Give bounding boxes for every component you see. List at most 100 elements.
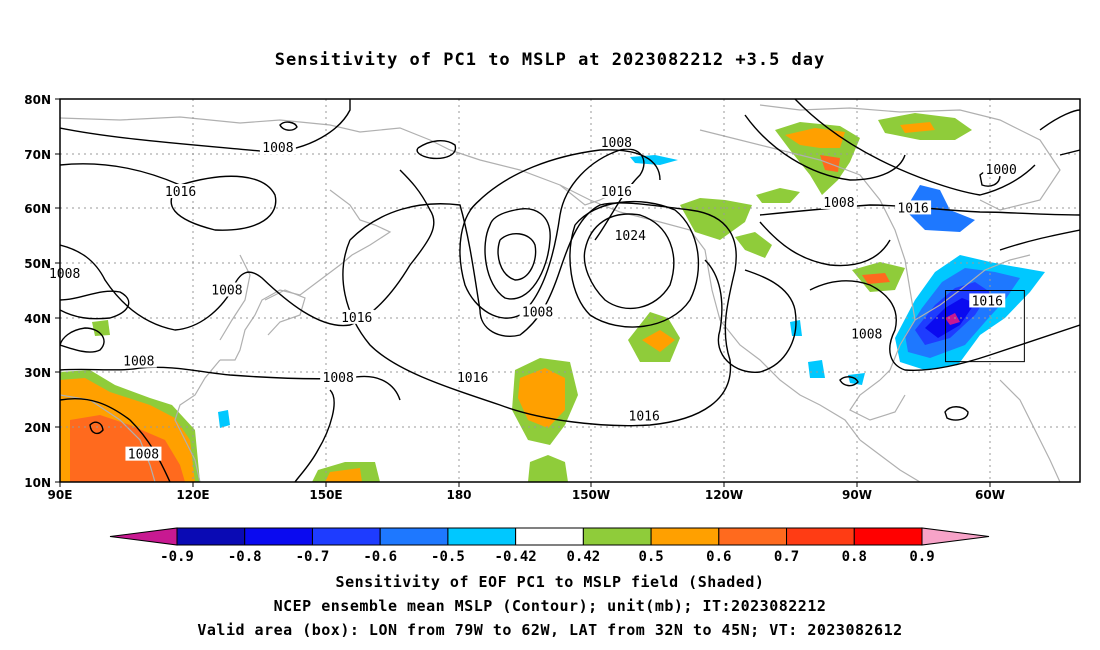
contour-label-bg <box>983 162 1020 177</box>
mslp-contour <box>459 148 645 319</box>
mslp-contour <box>60 290 130 320</box>
shade-positive-region <box>785 128 845 148</box>
contour-label-bg <box>848 326 885 341</box>
valid-area-box <box>945 290 1025 363</box>
shade-negative-region <box>945 313 960 325</box>
contour-label-bg <box>120 353 157 368</box>
longitude-labels: 90E 120E 150E 180 150W 120W 90W 60W <box>48 488 1005 502</box>
coastline <box>264 289 306 336</box>
colorbar-label: -0.8 <box>228 549 262 565</box>
colorbar-label: -0.42 <box>495 549 537 565</box>
contour-label: 1016 <box>972 294 1003 309</box>
lon-label: 150E <box>309 488 342 502</box>
contour-label: 1016 <box>897 201 928 216</box>
contour-label: 1008 <box>128 448 159 463</box>
colorbar-swatch <box>515 527 584 546</box>
shade-negative-region <box>905 185 975 232</box>
shade-positive-region <box>642 330 675 352</box>
contour-label: 1016 <box>165 185 196 200</box>
contour-label: 1008 <box>123 355 154 370</box>
contour-label-bg <box>259 140 296 155</box>
shade-positive-region <box>756 188 800 203</box>
coastline <box>60 116 451 151</box>
colorbar-label: 0.42 <box>567 549 601 565</box>
colorbar-swatch <box>718 527 788 546</box>
mslp-contour <box>89 421 104 435</box>
contour-label-bg <box>46 266 83 281</box>
contour-label-bg <box>969 293 1006 308</box>
mslp-contour <box>809 280 1080 372</box>
caption-contour: NCEP ensemble mean MSLP (Contour); unit(… <box>273 597 827 615</box>
colorbar-swatch <box>853 527 923 546</box>
colorbar-swatch <box>582 527 652 546</box>
caption-valid-area: Valid area (box): LON from 79W to 62W, L… <box>197 621 903 639</box>
lat-label: 10N <box>24 476 51 490</box>
lon-label: 90E <box>48 488 73 502</box>
mslp-contour <box>497 233 537 281</box>
contour-label: 1008 <box>211 284 242 299</box>
mslp-contour <box>60 398 171 482</box>
shade-positive-region <box>528 455 568 482</box>
mslp-contour <box>484 208 551 300</box>
contour-label: 1000 <box>986 163 1017 178</box>
shade-positive-region <box>325 468 362 482</box>
colorbar-swatch <box>244 527 313 546</box>
lat-label: 80N <box>24 93 51 107</box>
colorbar: -0.9 -0.8 -0.7 -0.6 -0.5 -0.42 0.42 0.5 0.6 0.7 0.… <box>109 527 990 565</box>
coastline <box>914 254 1031 321</box>
shade-negative-region <box>808 360 825 378</box>
colorbar-swatch <box>786 527 855 546</box>
mslp-contour <box>704 259 797 373</box>
contour-label: 1016 <box>457 371 488 386</box>
mslp-contour <box>294 389 335 482</box>
contour-label: 1024 <box>615 229 646 244</box>
chart-title: Sensitivity of PC1 to MSLP at 2023082212… <box>274 50 826 70</box>
colorbar-label: 0.9 <box>909 549 934 565</box>
contour-label: 1008 <box>49 267 80 282</box>
colorbar-low-extension <box>109 527 178 546</box>
lon-label: 180 <box>446 488 471 502</box>
shade-negative-region <box>218 410 230 428</box>
mslp-contour <box>279 121 298 131</box>
mslp-contour <box>60 163 277 231</box>
colorbar-swatch <box>379 527 449 546</box>
colorbar-high-extension <box>921 527 990 546</box>
coastline <box>759 104 1061 211</box>
contour-label: 1008 <box>323 371 354 386</box>
colorbar-label: 0.5 <box>638 549 663 565</box>
mslp-contour <box>944 406 969 421</box>
coastline-layer <box>60 104 1061 482</box>
contour-label-bg <box>125 446 162 461</box>
contour-label-bg <box>162 184 199 199</box>
contour-label-bg <box>598 134 635 149</box>
mslp-contour <box>1039 109 1080 131</box>
contour-labels: 1008 1016 1008 1008 1016 1008 1008 1008 1016 1008… <box>46 134 1020 463</box>
colorbar-swatch <box>447 527 517 546</box>
coastline <box>220 189 392 361</box>
contour-label-bg <box>895 200 932 215</box>
mslp-contour <box>1059 149 1080 156</box>
map-frame <box>59 98 1081 483</box>
contour-label: 1008 <box>601 136 632 151</box>
caption-shading: Sensitivity of EOF PC1 to MSLP field (Sh… <box>335 573 765 591</box>
shade-positive-region <box>92 320 110 336</box>
lat-label: 70N <box>24 148 51 162</box>
contour-label: 1016 <box>629 409 660 424</box>
contour-label: 1008 <box>522 305 553 320</box>
contour-label: 1008 <box>262 141 293 156</box>
mslp-contour <box>60 99 351 153</box>
shade-positive-region <box>862 273 890 284</box>
mslp-contour <box>60 169 435 331</box>
contour-label-bg <box>820 194 857 209</box>
shade-negative-region <box>630 155 678 165</box>
coastline <box>449 149 861 441</box>
mslp-contour <box>744 114 906 181</box>
coastline <box>174 359 221 482</box>
axis-ticks <box>55 98 991 487</box>
mslp-contour <box>60 366 401 401</box>
mslp-contour <box>794 99 1036 196</box>
lon-label: 120E <box>176 488 209 502</box>
contour-label: 1008 <box>823 196 854 211</box>
lat-label: 40N <box>24 312 51 326</box>
mslp-contour <box>583 213 675 310</box>
